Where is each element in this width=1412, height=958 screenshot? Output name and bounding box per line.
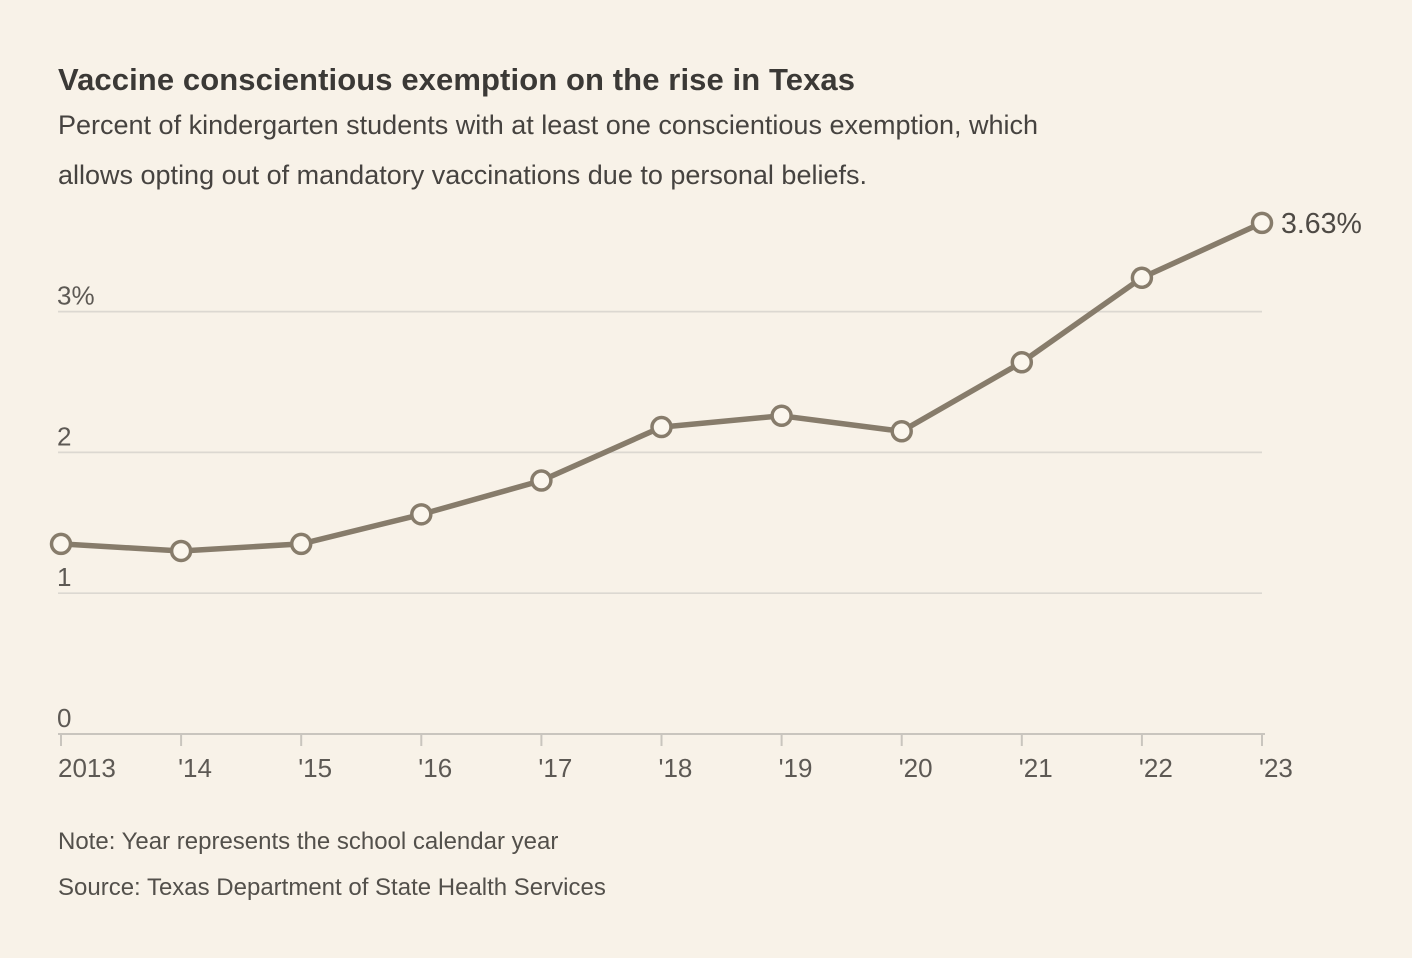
data-point-marker-2018 — [650, 415, 673, 439]
data-point-marker-2016 — [410, 503, 433, 526]
y-axis-label-1: 1 — [57, 562, 71, 592]
x-axis-label-2017: '17 — [538, 753, 572, 783]
data-point-marker-2020 — [890, 420, 913, 443]
chart-subtitle-line-1: Percent of kindergarten students with at… — [58, 110, 1039, 140]
data-point-marker-2022 — [1130, 266, 1154, 290]
x-axis-label-2016: '16 — [418, 753, 452, 783]
y-axis-label-3: 3% — [57, 281, 95, 311]
data-point-marker-2015 — [289, 532, 313, 556]
exemption-trend-line — [60, 220, 1264, 554]
x-axis-label-2023: '23 — [1259, 753, 1293, 783]
chart-source: Source: Texas Department of State Health… — [58, 874, 606, 901]
data-point-marker-2021 — [1010, 351, 1034, 374]
y-axis-label-2: 2 — [57, 421, 71, 451]
x-axis-label-2020: '20 — [899, 753, 933, 783]
end-value-label: 3.63% — [1281, 208, 1362, 240]
x-axis-label-2022: '22 — [1139, 753, 1173, 783]
x-axis-label-2015: '15 — [298, 753, 332, 783]
x-axis-label-2014: '14 — [178, 753, 212, 783]
chart-subtitle-line-2: allows opting out of mandatory vaccinati… — [58, 160, 867, 190]
data-point-marker-2019 — [770, 404, 793, 428]
chart-title: Vaccine conscientious exemption on the r… — [58, 61, 856, 97]
data-point-marker-2013 — [49, 532, 73, 556]
exemption-line-chart: 0 1 2 3% 2013 '14 '15 '16 '17 '18 '19 '20 '21 '22 '23 3… — [49, 208, 1362, 783]
x-axis-label-2013: 2013 — [58, 753, 116, 783]
y-axis-label-0: 0 — [57, 703, 71, 733]
x-axis-label-2018: '18 — [659, 753, 693, 783]
x-axis-label-2019: '19 — [779, 753, 813, 783]
data-point-marker-2023 — [1250, 211, 1274, 235]
chart-note: Note: Year represents the school calenda… — [58, 828, 559, 855]
chart-subtitle: Percent of kindergarten students with at… — [58, 100, 1038, 200]
data-point-marker-2017 — [530, 469, 553, 492]
x-axis-label-2021: '21 — [1019, 753, 1053, 783]
data-point-marker-2014 — [169, 539, 193, 563]
